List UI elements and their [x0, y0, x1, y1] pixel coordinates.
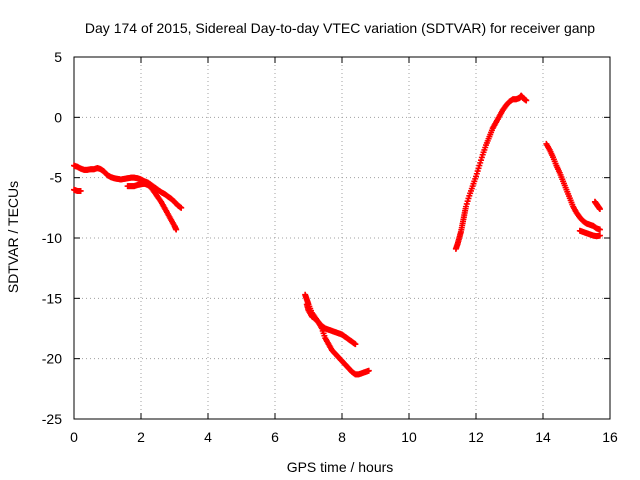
x-tick-label: 14 [535, 429, 551, 445]
x-tick-label: 16 [602, 429, 618, 445]
y-tick-label: -25 [42, 411, 62, 427]
data-point [596, 206, 603, 213]
y-tick-label: 0 [54, 109, 62, 125]
x-tick-label: 0 [70, 429, 78, 445]
x-tick-label: 12 [468, 429, 484, 445]
y-tick-label: -15 [42, 290, 62, 306]
x-axis-label: GPS time / hours [287, 459, 394, 475]
y-axis-label: SDTVAR / TECUs [5, 181, 21, 293]
data-point [365, 367, 372, 374]
x-tick-label: 10 [401, 429, 417, 445]
data-point [596, 226, 603, 233]
x-tick-label: 2 [137, 429, 145, 445]
data-point [77, 187, 84, 194]
y-tick-label: -20 [42, 351, 62, 367]
data-point [523, 97, 530, 104]
x-tick-label: 4 [204, 429, 212, 445]
data-point [596, 232, 603, 239]
data-point [173, 226, 180, 233]
axes [73, 56, 611, 420]
x-tick-label: 6 [271, 429, 279, 445]
data-point [352, 341, 359, 348]
y-tick-label: -5 [50, 170, 63, 186]
data-points [71, 92, 603, 378]
x-tick-label: 8 [338, 429, 346, 445]
y-tick-label: -10 [42, 230, 62, 246]
tick-labels: 0 2 4 6 8 10 12 14 16 -25 -20 -15 -10 -5 0 5 [42, 49, 618, 445]
y-tick-label: 5 [54, 49, 62, 65]
chart-title: Day 174 of 2015, Sidereal Day-to-day VTE… [85, 20, 595, 36]
data-point [178, 204, 185, 211]
